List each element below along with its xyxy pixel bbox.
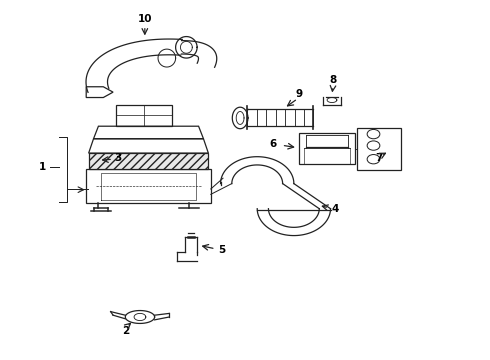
Text: 9: 9	[295, 89, 302, 99]
Text: 1: 1	[39, 162, 46, 172]
Text: 5: 5	[218, 245, 225, 255]
Text: 2: 2	[122, 325, 129, 336]
Text: 10: 10	[138, 14, 152, 24]
Text: 4: 4	[332, 204, 339, 214]
Text: 8: 8	[329, 75, 337, 85]
Polygon shape	[89, 153, 208, 169]
Text: 6: 6	[270, 139, 277, 149]
Text: 7: 7	[376, 153, 383, 163]
Text: 3: 3	[114, 153, 122, 163]
